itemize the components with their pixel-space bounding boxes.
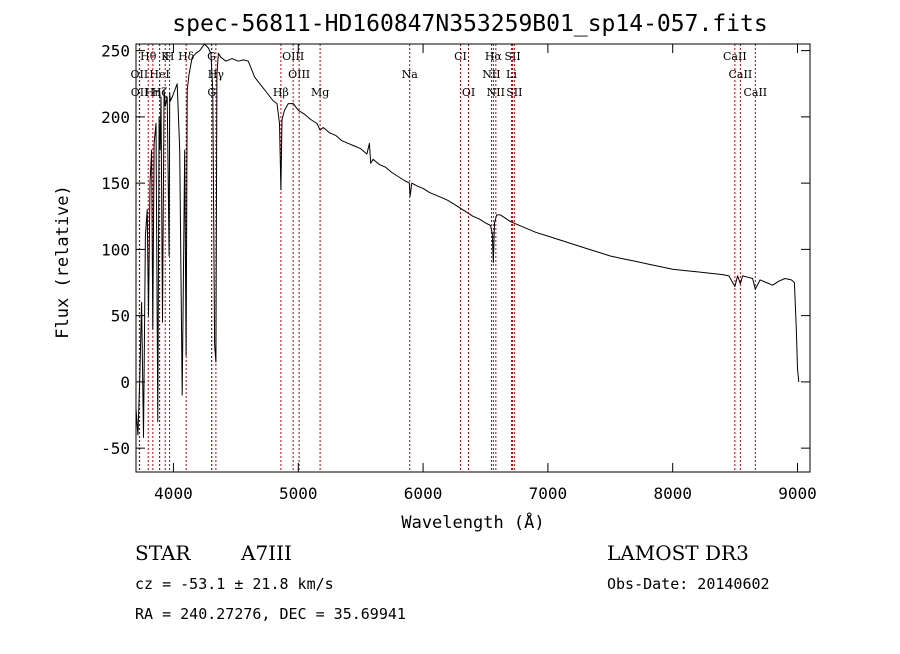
- y-tick-label: 0: [120, 373, 130, 392]
- line-marker-label: NII: [482, 68, 500, 81]
- y-tick-label: 150: [101, 174, 130, 193]
- y-tick-label: 100: [101, 240, 130, 259]
- line-marker-label: SII: [506, 86, 522, 99]
- series-group: [135, 43, 800, 438]
- line-markers: [138, 44, 756, 472]
- object-subclass: A7III: [240, 541, 292, 565]
- spectrum-line: [135, 43, 800, 438]
- line-marker-label: CI: [454, 50, 467, 63]
- line-marker-label: NII: [487, 86, 505, 99]
- x-tick-label: 9000: [778, 484, 817, 503]
- y-tick-label: -50: [101, 439, 130, 458]
- coordinates-readout: RA = 240.27276, DEC = 35.69941: [135, 605, 406, 623]
- line-marker-label: Hβ: [273, 86, 289, 99]
- x-axis-label: Wavelength (Å): [401, 511, 544, 533]
- line-marker-label: Hη: [145, 86, 161, 99]
- y-tick-label: 50: [111, 307, 130, 326]
- line-marker-label: CaII: [729, 68, 753, 81]
- chart-title: spec-56811-HD160847N353259B01_sp14-057.f…: [172, 11, 767, 37]
- line-marker-label: Hα: [485, 50, 503, 63]
- line-marker-label: Hθ: [140, 50, 157, 63]
- line-marker-label: Mg: [311, 86, 329, 99]
- line-marker-label: OI: [462, 86, 475, 99]
- line-marker-label: OIII: [288, 68, 310, 81]
- line-marker-label: CaII: [743, 86, 767, 99]
- x-axis-ticks: 4000 5000 6000 7000 8000 9000: [154, 44, 817, 503]
- redshift-readout: cz = -53.1 ± 21.8 km/s: [135, 575, 334, 593]
- line-marker-label: H: [165, 50, 175, 63]
- line-marker-label: G: [207, 86, 216, 99]
- x-tick-label: 8000: [653, 484, 692, 503]
- survey-name: LAMOST DR3: [607, 541, 749, 565]
- line-marker-label: HeI: [149, 68, 169, 81]
- line-marker-label: Hζ: [152, 86, 168, 99]
- line-marker-label: Li: [506, 68, 517, 81]
- x-tick-label: 6000: [404, 484, 443, 503]
- line-marker-label: Hδ: [178, 50, 195, 63]
- x-tick-label: 4000: [154, 484, 193, 503]
- line-marker-label: OII: [131, 86, 149, 99]
- x-tick-label: 5000: [279, 484, 318, 503]
- plot-frame: [135, 43, 811, 473]
- y-axis-label: Flux (relative): [53, 185, 73, 339]
- y-tick-label: 200: [101, 108, 130, 127]
- line-marker-label: OIII: [282, 50, 304, 63]
- line-marker-label: Hγ: [208, 68, 225, 81]
- line-marker-label: SII: [504, 50, 520, 63]
- y-axis-ticks: -50 0 50 100 150 200 250: [101, 42, 810, 458]
- x-tick-label: 7000: [529, 484, 568, 503]
- line-marker-label: Na: [402, 68, 419, 81]
- y-tick-label: 250: [101, 42, 130, 61]
- object-class: STAR: [135, 541, 191, 565]
- line-marker-label: OII: [131, 68, 149, 81]
- line-marker-label: K: [161, 50, 170, 63]
- line-marker-label: CaII: [723, 50, 747, 63]
- obs-date: Obs-Date: 20140602: [607, 575, 770, 593]
